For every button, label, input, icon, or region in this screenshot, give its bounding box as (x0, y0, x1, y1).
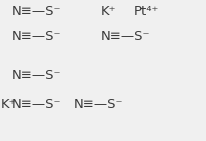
Text: N≡—S⁻: N≡—S⁻ (11, 69, 61, 82)
Text: N≡—S⁻: N≡—S⁻ (11, 98, 61, 111)
Text: N≡—S⁻: N≡—S⁻ (101, 30, 150, 43)
Text: N≡—S⁻: N≡—S⁻ (74, 98, 124, 111)
Text: N≡—S⁻: N≡—S⁻ (11, 5, 61, 18)
Text: K⁺: K⁺ (101, 5, 116, 18)
Text: N≡—S⁻: N≡—S⁻ (11, 30, 61, 43)
Text: Pt⁴⁺: Pt⁴⁺ (134, 5, 159, 18)
Text: K⁺: K⁺ (1, 98, 16, 111)
